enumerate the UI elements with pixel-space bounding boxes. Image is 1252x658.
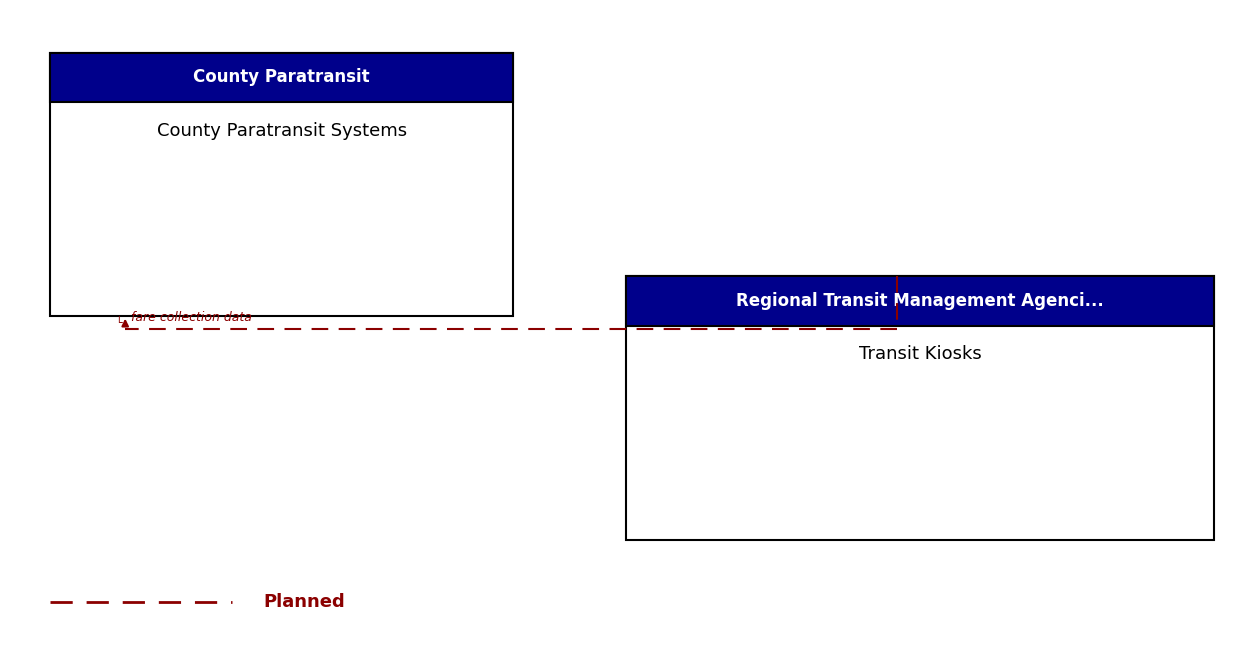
Bar <box>50 53 513 102</box>
Bar <box>626 276 1214 326</box>
Text: Planned: Planned <box>263 593 344 611</box>
Bar <box>50 53 513 316</box>
Text: Transit Kiosks: Transit Kiosks <box>859 345 982 363</box>
Text: fare collection data: fare collection data <box>131 311 253 324</box>
Text: └: └ <box>115 318 121 328</box>
Bar <box>626 276 1214 540</box>
Text: County Paratransit: County Paratransit <box>193 68 371 86</box>
Text: Regional Transit Management Agenci...: Regional Transit Management Agenci... <box>736 292 1104 310</box>
Text: County Paratransit Systems: County Paratransit Systems <box>156 122 407 139</box>
